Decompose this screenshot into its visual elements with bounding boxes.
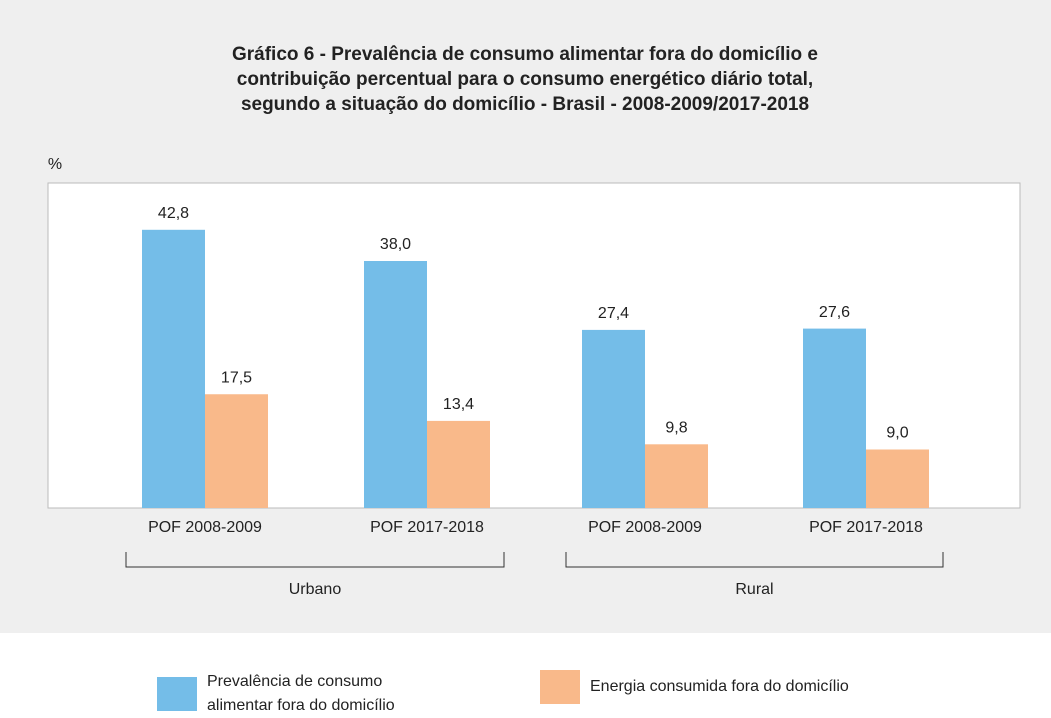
x-tick-label: POF 2017-2018 xyxy=(809,519,923,536)
y-axis-label: % xyxy=(48,156,62,173)
chart-title: contribuição percentual para o consumo e… xyxy=(237,69,813,90)
bar xyxy=(364,261,427,508)
data-label: 13,4 xyxy=(443,396,474,413)
data-label: 9,8 xyxy=(665,420,687,437)
bar xyxy=(427,420,490,508)
x-tick-label: POF 2017-2018 xyxy=(370,519,484,536)
data-label: 27,6 xyxy=(819,304,850,321)
bar xyxy=(142,229,205,509)
legend-swatch xyxy=(540,670,580,704)
legend-item: Energia consumida fora do domicílio xyxy=(540,670,849,704)
group-label: Rural xyxy=(735,581,773,598)
chart-title: segundo a situação do domicílio - Brasil… xyxy=(241,94,809,115)
x-tick-label: POF 2008-2009 xyxy=(148,519,262,536)
bar xyxy=(645,444,708,508)
legend-label: Prevalência de consumo alimentar fora do… xyxy=(207,673,395,714)
data-label: 27,4 xyxy=(598,305,629,322)
chart: % Gráfico 6 - Prevalência de consumo ali… xyxy=(0,0,1051,633)
legend-label: Energia consumida fora do domicílio xyxy=(590,678,849,695)
legend-item: Prevalência de consumo alimentar fora do… xyxy=(157,670,422,718)
bar xyxy=(866,449,929,508)
x-tick-label: POF 2008-2009 xyxy=(588,519,702,536)
bar xyxy=(205,394,268,508)
data-label: 9,0 xyxy=(886,425,908,442)
bar xyxy=(582,329,645,508)
group-label: Urbano xyxy=(289,581,342,598)
data-label: 17,5 xyxy=(221,369,252,386)
data-label: 38,0 xyxy=(380,236,411,253)
group-bracket xyxy=(565,552,944,568)
data-label: 42,8 xyxy=(158,205,189,222)
legend-swatch xyxy=(157,677,197,711)
chart-title: Gráfico 6 - Prevalência de consumo alime… xyxy=(232,44,818,65)
bar xyxy=(803,328,866,508)
group-bracket xyxy=(125,552,505,568)
